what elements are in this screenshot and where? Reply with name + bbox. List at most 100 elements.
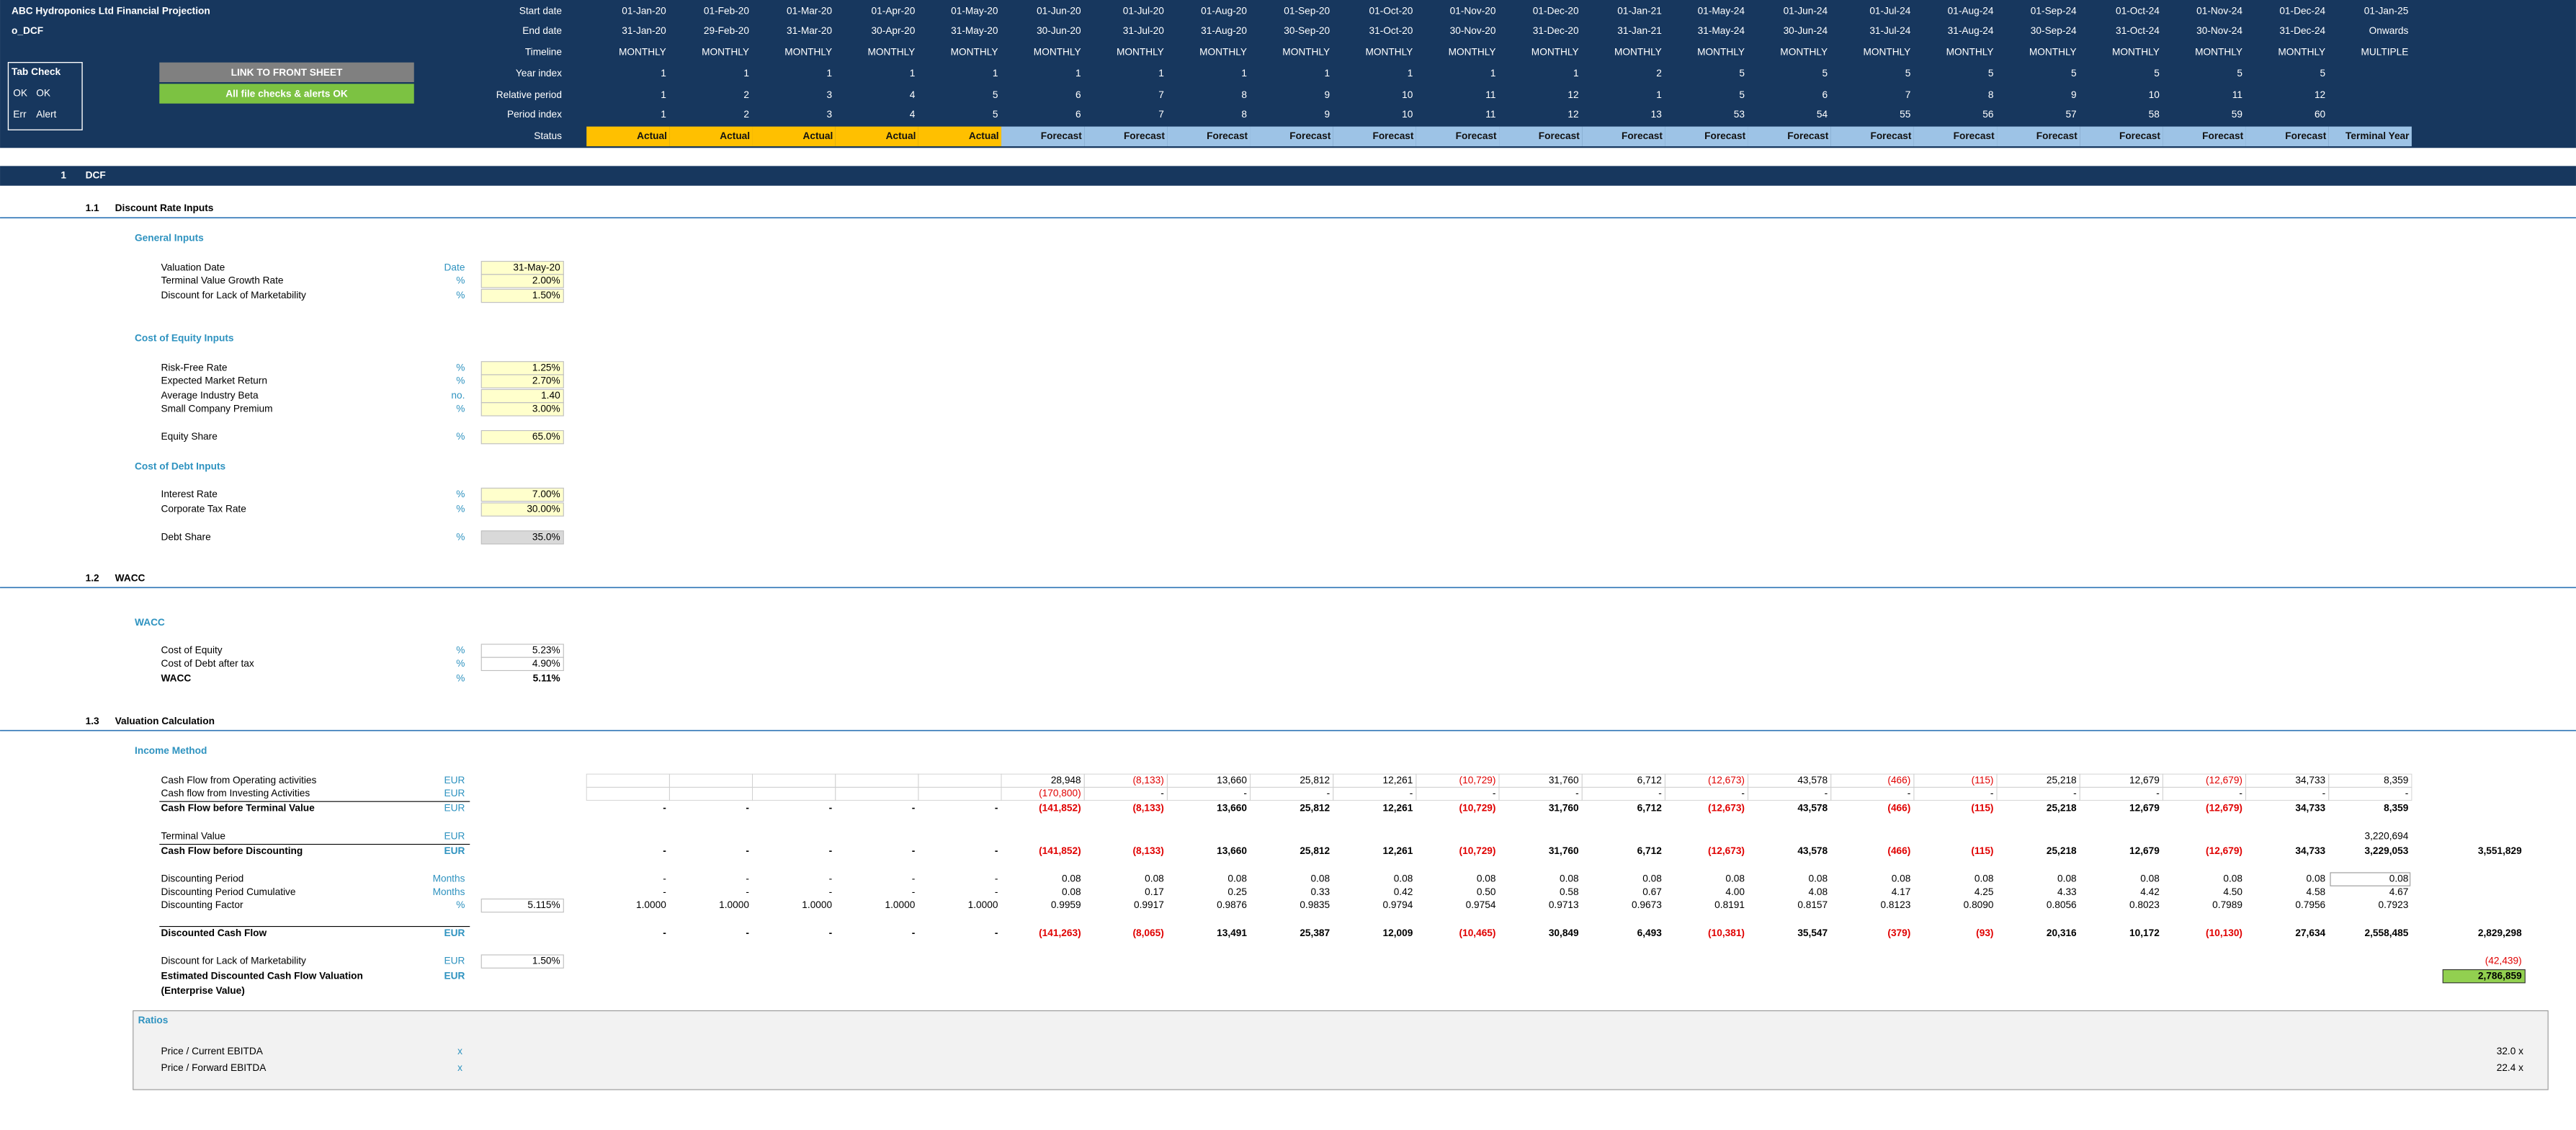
timeline-cell: MONTHLY (867, 47, 915, 58)
row-label: Terminal Value (161, 830, 225, 841)
row-label: Estimated Discounted Cash Flow Valuation (161, 970, 363, 981)
input-cell (480, 954, 564, 969)
timeline-cell: 1 (661, 89, 666, 100)
timeline-cell: 7 (1158, 89, 1164, 100)
cell-value: 0.08 (1062, 886, 1081, 897)
cell-value: (8,133) (1132, 845, 1163, 856)
input-value: 7.00% (532, 489, 560, 499)
cell-value: - (829, 927, 833, 938)
timeline-cell: 10 (1402, 109, 1413, 120)
status-button (159, 84, 414, 104)
timeline-cell: 31-Aug-24 (1948, 25, 1994, 36)
timeline-cell: 7 (1158, 109, 1164, 120)
cell-value: (93) (1976, 927, 1993, 938)
status-label: Actual (720, 130, 750, 141)
timeline-cell: 8 (1241, 109, 1247, 120)
input-cell (480, 502, 564, 517)
timeline-cell: MONTHLY (2112, 47, 2160, 58)
timeline-cell: MONTHLY (2195, 47, 2242, 58)
cell-value: 12,261 (1382, 803, 1413, 814)
cell-border (2079, 786, 2163, 801)
cell-value: 0.8056 (2047, 899, 2077, 910)
timeline-cell: 54 (1817, 109, 1828, 120)
row-label: Interest Rate (161, 489, 218, 499)
row-label: Risk-Free Rate (161, 362, 228, 373)
status-label: Forecast (1870, 130, 1911, 141)
row-unit: EUR (444, 830, 465, 841)
status-label: Forecast (1041, 130, 1082, 141)
timeline-cell: 8 (1241, 89, 1247, 100)
status-label: Actual (802, 130, 833, 141)
timeline-cell: MONTHLY (1199, 47, 1247, 58)
cell-value: (10,729) (1459, 803, 1496, 814)
cell-value: (141,852) (1039, 803, 1081, 814)
status-cell (1582, 126, 1665, 146)
cell-value: - (912, 873, 916, 884)
cell-value: - (1908, 788, 1911, 798)
subsection-title: Discount Rate Inputs (115, 203, 214, 213)
value: 4.90% (532, 658, 560, 669)
row-unit: % (456, 489, 465, 499)
row-unit: % (456, 275, 465, 286)
timeline-cell: 2 (743, 109, 749, 120)
timeline-cell: 30-Sep-20 (1284, 25, 1330, 36)
cell-value: - (995, 873, 998, 884)
status-cell (2080, 126, 2163, 146)
timeline-cell: 1 (993, 68, 998, 79)
timeline-cell: 01-Jun-20 (1037, 6, 1081, 17)
cell-value: 0.58 (1560, 886, 1579, 897)
row-unit: % (456, 899, 465, 910)
cell-value: 12,261 (1382, 775, 1413, 786)
ratio-label: Price / Current EBITDA (161, 1046, 264, 1056)
tab-check-cell: Err (13, 109, 27, 120)
row-label: Average Industry Beta (161, 390, 259, 401)
cell-value: 6,712 (1637, 845, 1663, 856)
row-unit: % (456, 645, 465, 656)
ratios-box (133, 1010, 2549, 1090)
timeline-cell: 29-Feb-20 (704, 25, 749, 36)
cell-value: 4.42 (2140, 886, 2160, 897)
cell-value: - (1327, 788, 1331, 798)
timeline-cell: 01-Jan-25 (2364, 6, 2409, 17)
cell-border (1250, 786, 1334, 801)
timeline-cell: 01-Aug-20 (1201, 6, 1247, 17)
cell-value: 0.8123 (1881, 899, 1911, 910)
timeline-cell: 5 (2237, 68, 2242, 79)
section-number: 1 (61, 170, 66, 181)
status-label: Actual (886, 130, 916, 141)
timeline-cell: 12 (2315, 89, 2325, 100)
cell-value: 4.17 (1892, 886, 1911, 897)
cell-value: 0.9673 (1632, 899, 1662, 910)
group-title: General Inputs (135, 232, 204, 243)
cell-value: 0.7923 (2379, 899, 2409, 910)
cell-value: - (2322, 788, 2326, 798)
status-label: Forecast (1207, 130, 1248, 141)
timeline-cell: 7 (1905, 89, 1911, 100)
cell-value: (12,673) (1708, 803, 1745, 814)
timeline-cell: 9 (2071, 89, 2077, 100)
link-button-label[interactable]: LINK TO FRONT SHEET (231, 67, 343, 78)
status-cell (1001, 126, 1085, 146)
status-cell (1167, 126, 1251, 146)
input-cell (480, 898, 564, 913)
timeline-cell: MONTHLY (702, 47, 749, 58)
cell-value: 0.08 (1809, 873, 1828, 884)
timeline-cell: 53 (1734, 109, 1745, 120)
row-label: Discounted Cash Flow (161, 927, 267, 938)
cell-value: - (2073, 788, 2077, 798)
timeline-cell: 1 (1573, 68, 1579, 79)
tab-check-box (7, 61, 83, 130)
timeline-cell: 3 (827, 109, 833, 120)
timeline-cell: 30-Apr-20 (872, 25, 916, 36)
cell-value: 43,578 (1797, 775, 1828, 786)
cell-value: 34,733 (2295, 803, 2325, 814)
cell-border (752, 786, 836, 801)
cell-value: 1.0000 (719, 899, 749, 910)
row-unit: % (456, 362, 465, 373)
link-button[interactable] (159, 62, 414, 83)
timeline-label: End date (522, 25, 562, 36)
timeline-cell: 01-Dec-20 (1533, 6, 1579, 17)
input-cell (480, 530, 564, 545)
timeline-label: Period index (507, 109, 562, 120)
cell-border (1166, 786, 1251, 801)
